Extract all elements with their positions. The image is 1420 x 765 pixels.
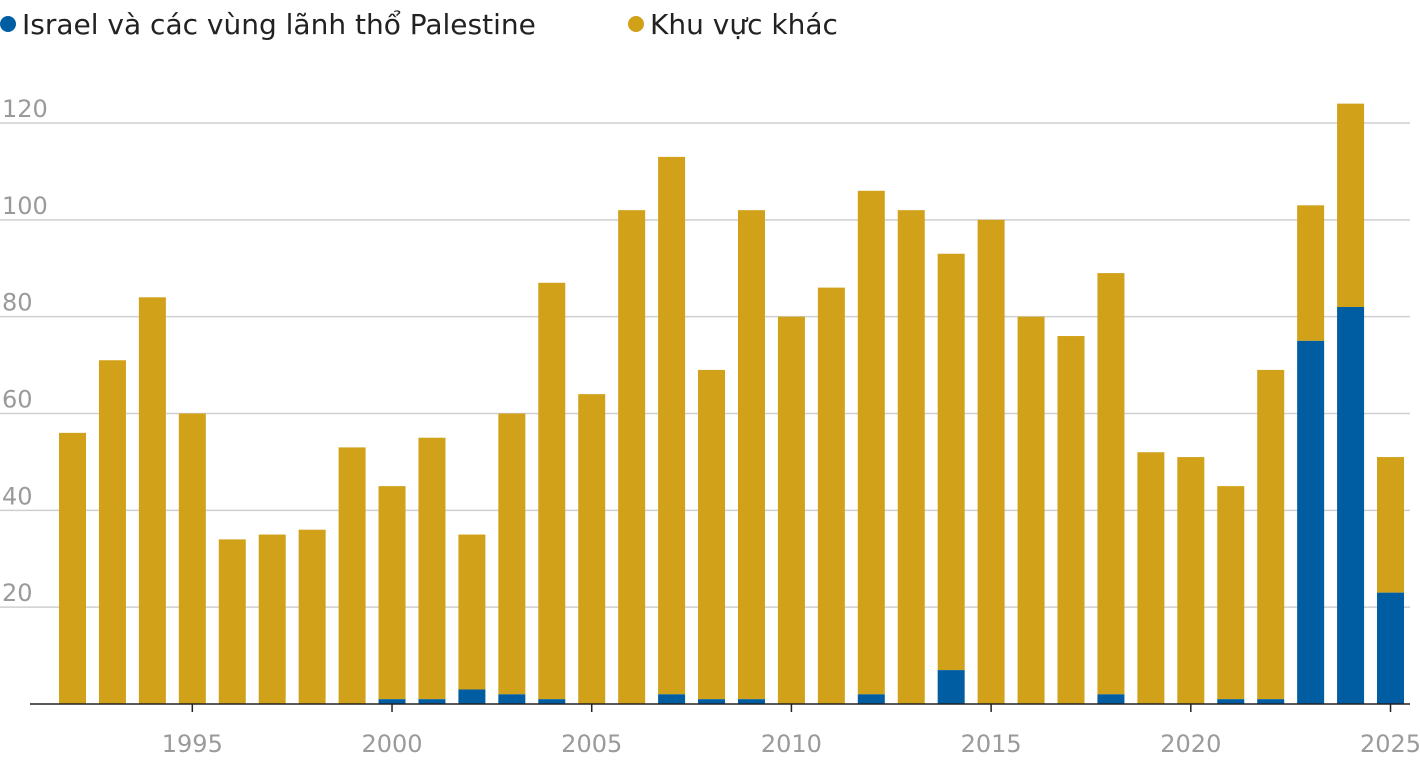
y-tick-label-100: 100	[2, 192, 48, 220]
bar-other-2015	[977, 219, 1005, 705]
x-tick-label-2015: 2015	[961, 730, 1022, 758]
x-tick-label-2005: 2005	[561, 730, 622, 758]
bar-other-2025	[1377, 457, 1405, 593]
legend-label-israel: Israel và các vùng lãnh thổ Palestine	[22, 7, 536, 41]
legend-item-other: Khu vực khác	[628, 8, 838, 41]
bar-other-2004	[538, 282, 566, 700]
bar-other-2001	[418, 437, 446, 700]
bar-other-2013	[897, 210, 925, 704]
other-color-dot-icon	[628, 16, 644, 32]
y-tick-label-120: 120	[2, 95, 48, 123]
bar-other-2012	[857, 190, 885, 695]
y-tick-label-40: 40	[2, 482, 33, 510]
bar-israel-2007	[658, 694, 686, 704]
y-tick-label-20: 20	[2, 579, 33, 607]
bar-israel-2022	[1257, 699, 1285, 704]
bar-other-1994	[138, 297, 166, 704]
bar-israel-2004	[538, 699, 566, 704]
bar-other-1993	[98, 360, 126, 704]
bar-other-2010	[777, 316, 805, 704]
bar-other-2016	[1017, 316, 1045, 704]
bar-other-1999	[338, 447, 366, 704]
x-tick-label-2020: 2020	[1160, 730, 1221, 758]
bar-other-1992	[59, 432, 86, 704]
bar-other-1996	[218, 539, 246, 704]
bar-other-2011	[817, 287, 845, 704]
bar-israel-2014	[937, 670, 965, 704]
bar-israel-2024	[1337, 306, 1365, 704]
x-tick-label-2010: 2010	[761, 730, 822, 758]
bar-israel-2009	[737, 699, 765, 704]
bar-israel-2001	[418, 699, 446, 704]
bar-other-2018	[1097, 273, 1125, 695]
bar-other-2019	[1137, 452, 1165, 704]
bar-israel-2025	[1377, 592, 1405, 704]
bar-israel-2000	[378, 699, 406, 704]
x-tick-label-2000: 2000	[361, 730, 422, 758]
bar-israel-2023	[1297, 340, 1325, 704]
bar-other-2008	[698, 369, 726, 700]
israel-color-dot-icon	[0, 16, 16, 32]
bar-other-2014	[937, 253, 965, 671]
bar-israel-2012	[857, 694, 885, 704]
bar-other-1995	[178, 413, 206, 704]
bar-other-2005	[578, 394, 606, 704]
bar-israel-2021	[1217, 699, 1245, 704]
y-tick-label-80: 80	[2, 289, 33, 317]
bar-other-2003	[498, 413, 526, 695]
bar-other-1998	[298, 529, 326, 704]
bar-other-2023	[1297, 205, 1325, 341]
bar-israel-2008	[698, 699, 726, 704]
bar-israel-2018	[1097, 694, 1125, 704]
bar-other-1997	[258, 534, 286, 704]
bar-other-2022	[1257, 369, 1285, 700]
x-tick-label-1995: 1995	[162, 730, 223, 758]
bar-other-2009	[737, 210, 765, 700]
bar-other-2007	[658, 156, 686, 695]
bar-other-2017	[1057, 336, 1085, 704]
x-tick-label-2025: 2025	[1360, 730, 1420, 758]
y-tick-label-60: 60	[2, 386, 33, 414]
bar-other-2021	[1217, 486, 1245, 700]
bar-other-2002	[458, 534, 486, 690]
legend-label-other: Khu vực khác	[650, 7, 838, 41]
bar-other-2006	[618, 210, 646, 704]
bar-other-2020	[1177, 457, 1205, 704]
bar-other-2024	[1337, 103, 1365, 307]
bar-israel-2003	[498, 694, 526, 704]
bar-israel-2002	[458, 689, 486, 704]
bar-other-2000	[378, 486, 406, 700]
legend-item-israel: Israel và các vùng lãnh thổ Palestine	[0, 8, 536, 41]
